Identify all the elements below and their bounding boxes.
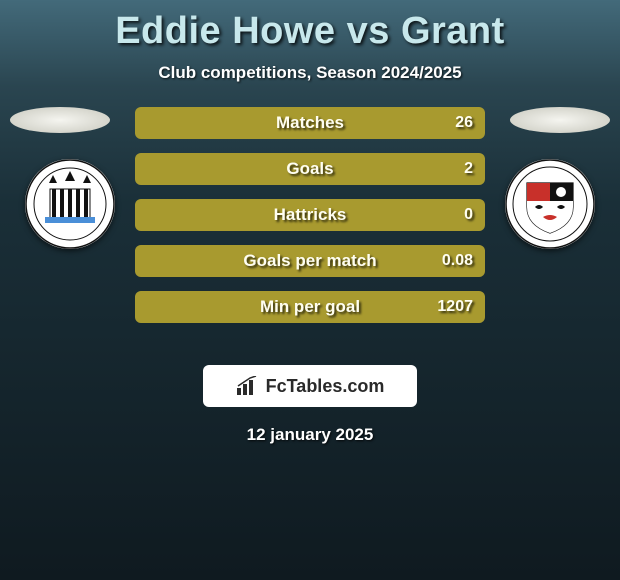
stat-label: Goals per match	[243, 251, 376, 271]
player-oval-right	[510, 107, 610, 133]
stat-row: Goals per match 0.08	[135, 245, 485, 277]
stat-value-right: 0	[464, 206, 473, 224]
brand-text: FcTables.com	[266, 376, 385, 397]
stat-row: Min per goal 1207	[135, 291, 485, 323]
stat-row: Matches 26	[135, 107, 485, 139]
club-badge-right	[505, 159, 595, 249]
stat-value-right: 26	[455, 114, 473, 132]
chart-icon	[236, 376, 260, 396]
club-badge-left	[25, 159, 115, 249]
stat-label: Min per goal	[260, 297, 360, 317]
stat-label: Goals	[286, 159, 333, 179]
stat-label: Matches	[276, 113, 344, 133]
stat-row: Hattricks 0	[135, 199, 485, 231]
bar-fill-left	[135, 107, 149, 139]
date-text: 12 january 2025	[0, 425, 620, 445]
brand-logo: FcTables.com	[203, 365, 417, 407]
stat-label: Hattricks	[274, 205, 347, 225]
bar-fill-left	[135, 245, 149, 277]
stat-value-right: 1207	[437, 298, 473, 316]
comparison-area: Matches 26 Goals 2 Hattricks 0 Goals per match…	[0, 107, 620, 347]
stat-value-right: 0.08	[442, 252, 473, 270]
player-oval-left	[10, 107, 110, 133]
stat-value-right: 2	[464, 160, 473, 178]
page-title: Eddie Howe vs Grant	[0, 0, 620, 53]
stat-bars: Matches 26 Goals 2 Hattricks 0 Goals per match…	[135, 107, 485, 337]
bar-fill-left	[135, 291, 142, 323]
bar-fill-left	[135, 153, 149, 185]
stat-row: Goals 2	[135, 153, 485, 185]
subtitle: Club competitions, Season 2024/2025	[0, 63, 620, 83]
